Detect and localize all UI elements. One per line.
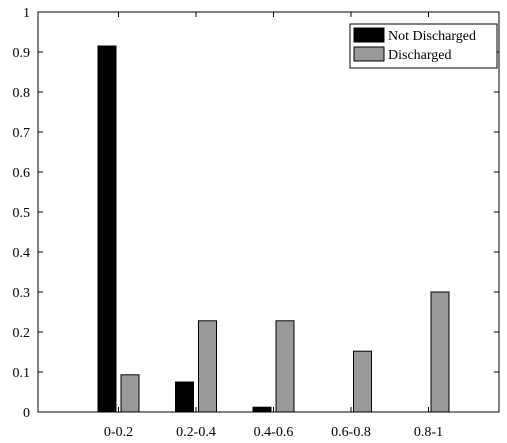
bar-discharged [353,350,372,413]
bar-not-discharged [175,381,194,413]
y-tick-label: 0.8 [13,86,31,101]
y-tick-label: 0.7 [13,126,31,141]
x-tick-label: 0.2-0.4 [176,425,216,440]
legend-swatch-discharged [353,46,385,62]
y-tick-label: 0.1 [13,366,31,381]
y-tick-label: 0.6 [13,166,31,181]
y-tick-label: 0.5 [13,206,31,221]
x-tick-label: 0.8-1 [414,425,443,440]
legend-label-not-discharged: Not Discharged [388,29,476,44]
y-tick-label: 0 [23,406,30,421]
legend-label-discharged: Discharged [388,48,452,63]
bar-discharged [120,374,140,413]
x-tick-label: 0.4-0.6 [254,425,294,440]
bars-layer [97,45,450,413]
legend: Not Discharged Discharged [349,23,498,69]
x-tick-label: 0.6-0.8 [331,425,371,440]
bar-not-discharged [97,45,117,413]
y-axis: 0 0.1 0.2 0.3 0.4 0.5 0.6 0.7 0.8 0.9 1 [13,6,499,421]
bar-not-discharged [252,406,272,413]
x-axis: 0-0.2 0.2-0.4 0.4-0.6 0.6-0.8 0.8-1 [104,12,443,440]
legend-swatch-not-discharged [353,27,385,43]
y-tick-label: 0.3 [13,286,31,301]
x-tick-label: 0-0.2 [104,425,133,440]
y-tick-label: 0.4 [13,246,31,261]
bar-discharged [198,320,217,413]
y-tick-label: 0.2 [13,326,31,341]
bar-discharged [275,320,295,413]
y-tick-label: 0.9 [13,46,31,61]
bar-discharged [430,291,450,413]
y-tick-label: 1 [23,6,30,21]
